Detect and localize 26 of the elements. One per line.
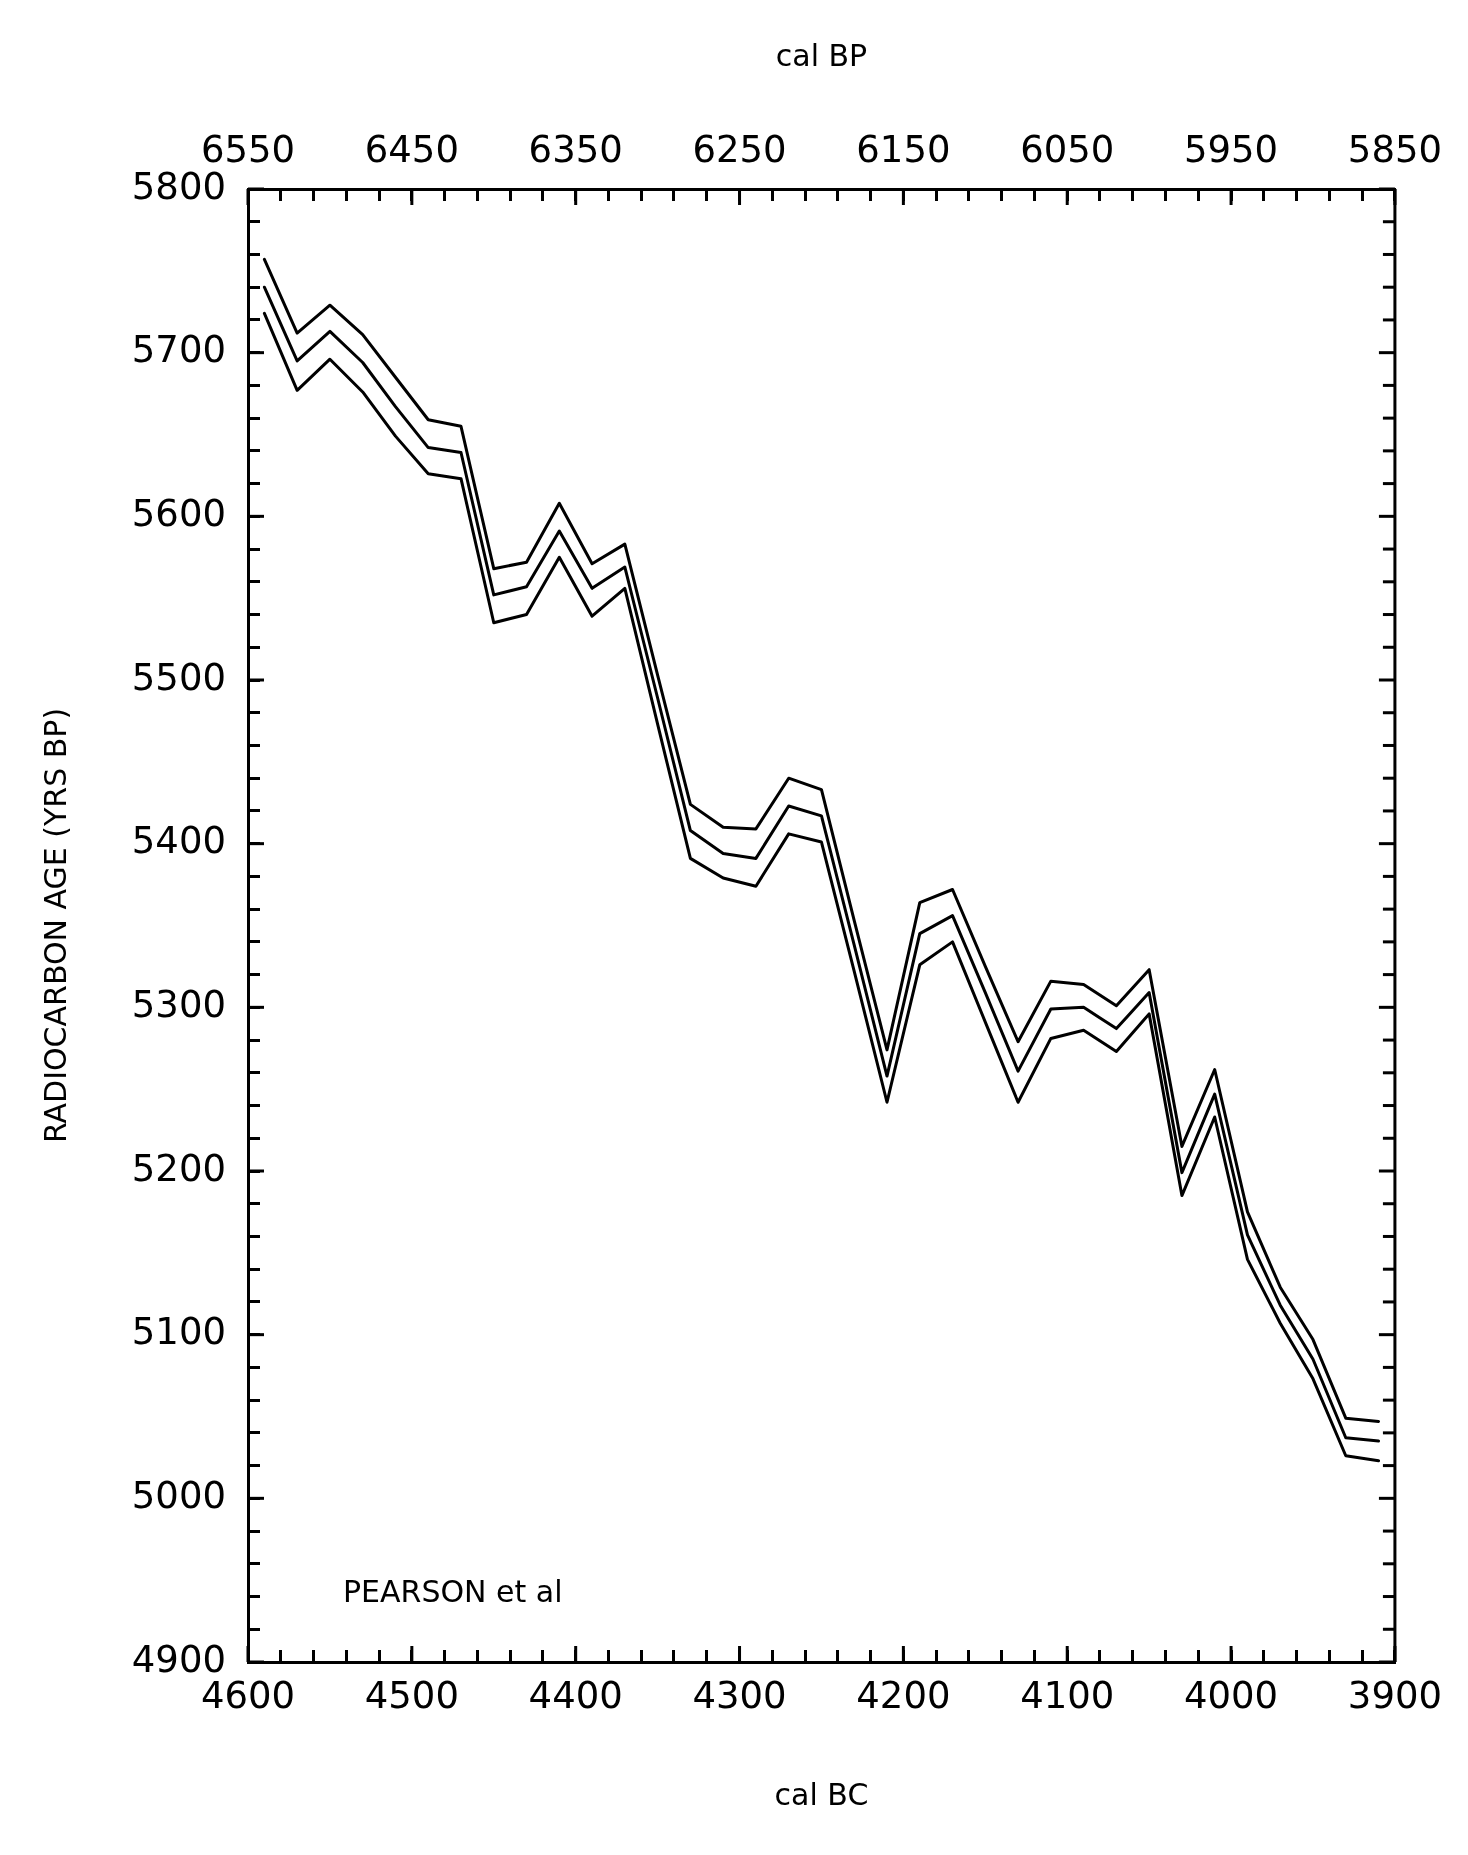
- y-tick-label: 5000: [131, 1473, 226, 1517]
- y-tick-label: 5200: [131, 1146, 226, 1190]
- y-tick-label: 5100: [131, 1310, 226, 1354]
- x-tick-label: 4400: [528, 1673, 623, 1717]
- annotation: PEARSON et al: [343, 1574, 563, 1609]
- y-tick-label: 5500: [131, 655, 226, 699]
- x-tick-label: 4500: [364, 1673, 459, 1717]
- x2-tick-label: 6350: [528, 128, 623, 172]
- x-tick-label: 3900: [1347, 1673, 1442, 1717]
- y-axis-title: RADIOCARBON AGE (YRS BP): [37, 707, 73, 1144]
- x2-tick-label: 5850: [1347, 128, 1442, 172]
- x2-tick-label: 6150: [856, 128, 951, 172]
- x-tick-label: 4200: [856, 1673, 951, 1717]
- x2-axis-title: cal BP: [775, 37, 868, 73]
- x2-tick-label: 6050: [1020, 128, 1115, 172]
- y-tick-label: 5600: [131, 491, 226, 535]
- x2-tick-label: 6250: [692, 128, 787, 172]
- x-tick-label: 4300: [692, 1673, 787, 1717]
- x-tick-label: 4100: [1020, 1673, 1115, 1717]
- y-tick-label: 5300: [131, 982, 226, 1026]
- x-axis-title: cal BC: [774, 1776, 869, 1812]
- x2-tick-label: 6450: [364, 128, 459, 172]
- y-tick-label: 5700: [131, 328, 226, 372]
- x2-tick-label: 5950: [1183, 128, 1279, 172]
- x-tick-label: 4000: [1183, 1673, 1279, 1717]
- y-tick-label: 5400: [131, 819, 226, 863]
